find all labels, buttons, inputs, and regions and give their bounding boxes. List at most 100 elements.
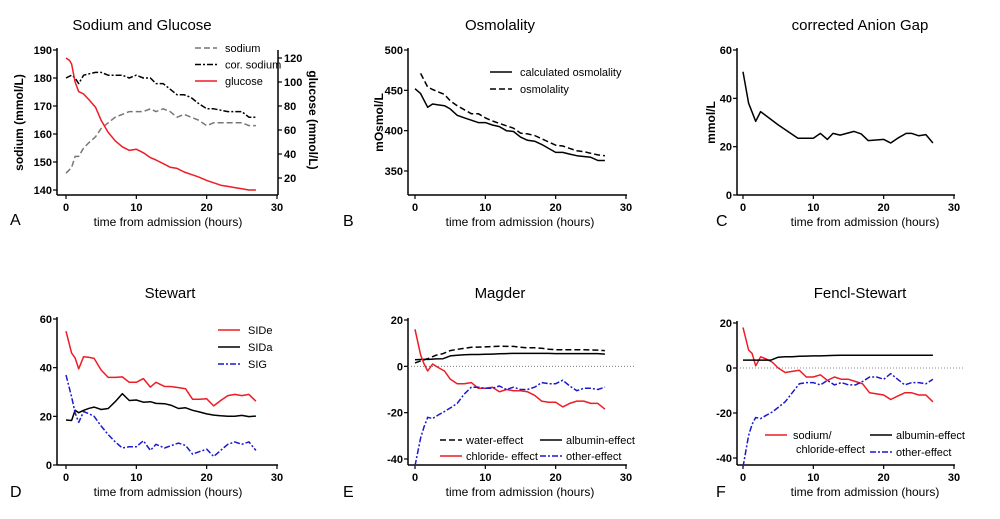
series-line-other-effect bbox=[414, 379, 606, 467]
x-tick-label: 10 bbox=[479, 202, 491, 214]
x-tick-label: 10 bbox=[130, 472, 142, 484]
y-tick-label: 170 bbox=[34, 101, 52, 113]
series-line-sida bbox=[65, 392, 256, 422]
panel-f: Fencl-Stewart F time from admission (hours… bbox=[716, 285, 965, 501]
x-tick-label: 20 bbox=[878, 202, 890, 214]
y-tick-label: -40 bbox=[716, 453, 732, 465]
legend-label: osmolality bbox=[520, 84, 569, 96]
legend-label: sodium bbox=[225, 43, 260, 55]
series-line-albumin-effect bbox=[414, 352, 605, 361]
legend: sodium cor. sodium glucose bbox=[195, 43, 281, 88]
legend-label: sodium/ bbox=[793, 430, 832, 442]
chart-title: Fencl-Stewart bbox=[814, 285, 907, 302]
legend-label: chloride-effect bbox=[796, 444, 865, 456]
legend: sodium/chloride-effect albumin-effect othe… bbox=[765, 430, 965, 459]
y2-tick-label: 100 bbox=[284, 77, 302, 89]
x-tick-label: 20 bbox=[550, 472, 562, 484]
series-line-glucose bbox=[65, 57, 256, 191]
x-tick-label: 30 bbox=[620, 202, 632, 214]
panel-letter: C bbox=[716, 213, 728, 230]
legend-label: calculated osmolality bbox=[520, 67, 622, 79]
x-tick-label: 10 bbox=[130, 202, 142, 214]
series-line-calculated-osmolality bbox=[414, 88, 605, 162]
chart-title: Sodium and Glucose bbox=[72, 17, 211, 34]
x-tick-label: 0 bbox=[740, 202, 746, 214]
series-line-chloride-effect bbox=[414, 329, 606, 410]
y-tick-label: 140 bbox=[34, 185, 52, 197]
x-axis-label: time from admission (hours) bbox=[446, 215, 595, 229]
panel-c: corrected Anion Gap C time from admission … bbox=[704, 17, 960, 230]
x-tick-label: 20 bbox=[201, 202, 213, 214]
y-tick-label: 190 bbox=[34, 45, 52, 57]
x-tick-label: 20 bbox=[550, 202, 562, 214]
legend-label: SIDa bbox=[248, 342, 273, 354]
x-axis-label: time from admission (hours) bbox=[94, 215, 243, 229]
x-tick-label: 30 bbox=[271, 472, 283, 484]
y2-tick-label: 40 bbox=[284, 149, 296, 161]
x-tick-label: 20 bbox=[201, 472, 213, 484]
series-line-other-effect bbox=[742, 372, 934, 468]
y-tick-label: 180 bbox=[34, 73, 52, 85]
series-line-sodium bbox=[65, 108, 256, 174]
series-line-albumin-effect bbox=[743, 354, 933, 361]
y-tick-label: 0 bbox=[46, 460, 52, 472]
y-tick-label: 450 bbox=[385, 85, 403, 97]
y2-tick-label: 60 bbox=[284, 125, 296, 137]
y-tick-label: -20 bbox=[716, 408, 732, 420]
x-tick-label: 10 bbox=[807, 202, 819, 214]
legend-label: water-effect bbox=[465, 435, 523, 447]
panel-letter: D bbox=[10, 484, 22, 501]
series-line-sodium-chloride-effect bbox=[742, 327, 934, 403]
x-axis-label: time from admission (hours) bbox=[791, 485, 940, 499]
x-tick-label: 30 bbox=[948, 202, 960, 214]
panel-b: Osmolality B time from admission (hours) mO… bbox=[343, 17, 632, 230]
chart-title: corrected Anion Gap bbox=[792, 17, 929, 34]
y-tick-label: 400 bbox=[385, 126, 403, 138]
chart-title: Magder bbox=[475, 285, 526, 302]
panel-a: Sodium and Glucose A time from admission (… bbox=[10, 17, 320, 229]
legend: calculated osmolality osmolality bbox=[490, 67, 622, 96]
y-tick-label: -40 bbox=[387, 454, 403, 466]
legend: water-effect albumin-effect chloride- effe… bbox=[440, 435, 635, 463]
chart-title: Osmolality bbox=[465, 17, 536, 34]
panel-d: Stewart D time from admission (hours) 0 20 40… bbox=[10, 285, 283, 501]
legend-label: glucose bbox=[225, 76, 263, 88]
x-tick-label: 0 bbox=[740, 472, 746, 484]
y-tick-label: 150 bbox=[34, 157, 52, 169]
x-axis-label: time from admission (hours) bbox=[446, 485, 595, 499]
x-tick-label: 30 bbox=[620, 472, 632, 484]
panel-letter: E bbox=[343, 484, 354, 501]
y-tick-label: 60 bbox=[720, 45, 732, 57]
y-tick-label: 40 bbox=[40, 363, 52, 375]
x-tick-label: 20 bbox=[878, 472, 890, 484]
series-line-sig bbox=[65, 374, 257, 458]
legend-label: other-effect bbox=[566, 451, 621, 463]
x-tick-label: 0 bbox=[412, 202, 418, 214]
x-tick-label: 30 bbox=[271, 202, 283, 214]
x-tick-label: 0 bbox=[63, 202, 69, 214]
legend-label: chloride- effect bbox=[466, 451, 538, 463]
y-tick-label: 20 bbox=[720, 142, 732, 154]
y2-axis-label: glucose (mmol/L) bbox=[306, 70, 320, 169]
panel-letter: B bbox=[343, 213, 354, 230]
y-tick-label: 60 bbox=[40, 314, 52, 326]
x-tick-label: 30 bbox=[948, 472, 960, 484]
y-tick-label: 0 bbox=[726, 363, 732, 375]
legend-label: albumin-effect bbox=[566, 435, 635, 447]
y-tick-label: 350 bbox=[385, 166, 403, 178]
y-tick-label: 0 bbox=[726, 190, 732, 202]
panel-letter: F bbox=[716, 484, 726, 501]
y2-tick-label: 80 bbox=[284, 101, 296, 113]
y-tick-label: 160 bbox=[34, 129, 52, 141]
series-line-cor-sodium bbox=[65, 71, 256, 118]
y-tick-label: 40 bbox=[720, 93, 732, 105]
legend: SIDe SIDa SIG bbox=[218, 325, 273, 371]
y-tick-label: 20 bbox=[40, 411, 52, 423]
series-line-corrected-anion-gap bbox=[742, 71, 934, 144]
x-tick-label: 0 bbox=[412, 472, 418, 484]
x-tick-label: 10 bbox=[479, 472, 491, 484]
x-axis-label: time from admission (hours) bbox=[791, 215, 940, 229]
legend-label: cor. sodium bbox=[225, 60, 281, 72]
y-tick-label: 0 bbox=[397, 361, 403, 373]
